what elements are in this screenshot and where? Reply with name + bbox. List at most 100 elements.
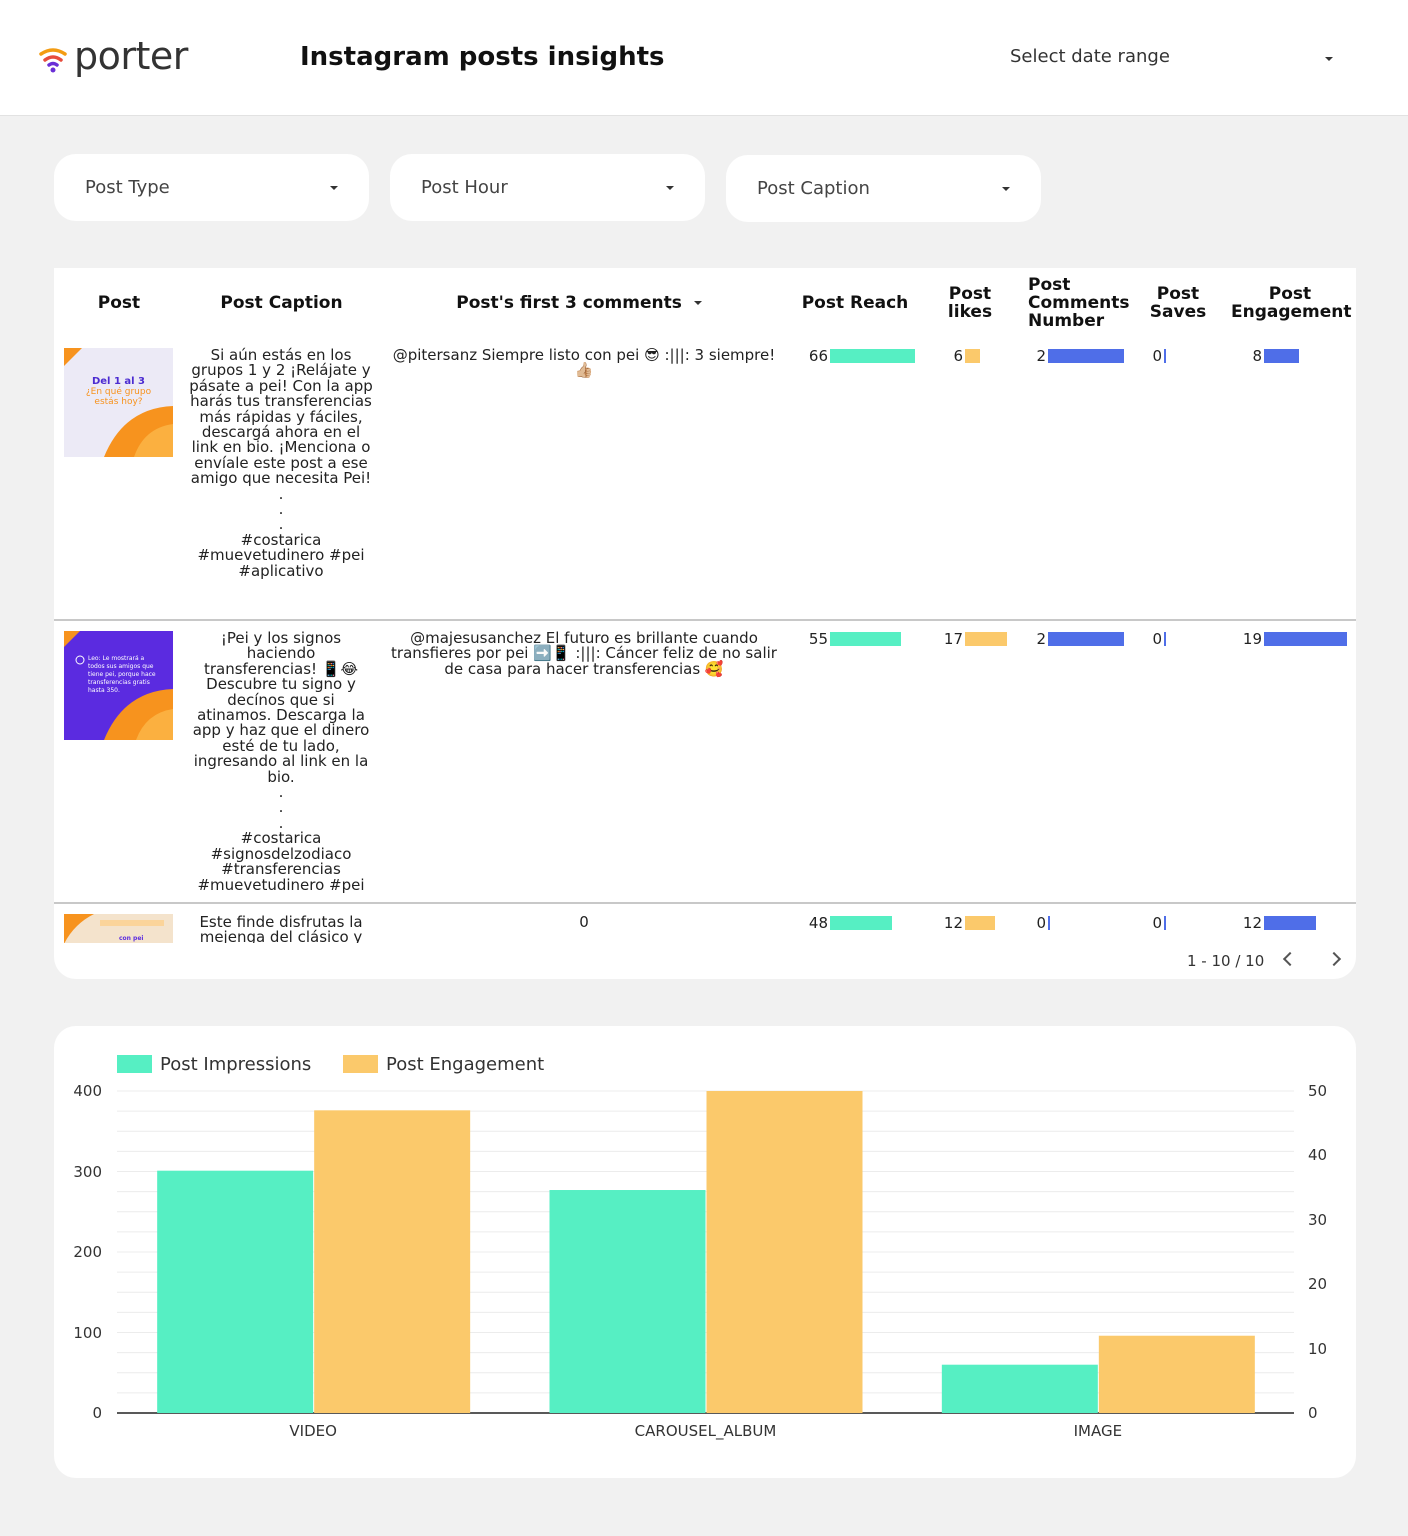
reach-bar [830,349,915,363]
metric-value: 0 [1152,347,1162,365]
metric-engagement: 8 [1214,348,1354,366]
metric-value: 12 [943,914,963,932]
likes-bar [965,632,1007,646]
post-comments: @pitersanz Siempre listo con pei 😎 :|||:… [392,346,776,380]
comments-number-bar [1048,349,1124,363]
column-header-engagement-line2: Engagement [1231,302,1352,322]
engagement-bar [1264,916,1317,930]
filter-post-type[interactable]: Post Type [54,154,369,221]
column-header-likes-line2: likes [947,302,993,322]
metric-comments-number: 0 [1014,915,1129,933]
metric-saves: 0 [1134,631,1214,649]
right-axis-tick-label: 40 [1308,1146,1328,1165]
thumbnail-text: con pei [119,935,144,942]
column-header-saves-line2: Saves [1149,302,1207,322]
column-header-post[interactable]: Post [97,293,141,313]
filter-label: Post Type [85,177,170,198]
left-axis-tick-label: 100 [73,1323,102,1342]
thumbnail-graphic [64,348,173,457]
likes-bar [965,916,995,930]
metric-value: 55 [808,630,828,648]
post-thumbnail[interactable]: Leo: Le mostrará a todos sus amigos que … [64,631,173,740]
filter-post-caption[interactable]: Post Caption [726,155,1041,222]
filter-label: Post Caption [757,178,870,199]
metric-value: 8 [1252,347,1262,365]
pagination-label: 1 - 10 / 10 [1187,952,1265,970]
category-label: IMAGE [1073,1422,1123,1440]
post-thumbnail[interactable]: Del 1 al 3 ¿En qué grupo estás hoy? [64,348,173,457]
date-range-select[interactable]: Select date range [1010,46,1340,74]
post-caption: Si aún estás en los grupos 1 y 2 ¡Relája… [189,346,373,580]
metric-likes: 17 [934,631,1024,649]
impressions-bar-image [941,1364,1098,1413]
metric-value: 17 [943,630,963,648]
legend-swatch [117,1055,152,1073]
metric-value: 0 [1152,630,1162,648]
filter-post-hour[interactable]: Post Hour [390,154,705,221]
chevron-left-icon[interactable] [1282,951,1298,967]
table-row[interactable]: Del 1 al 3 ¿En qué grupo estás hoy? Si a… [54,338,1356,621]
saves-bar [1164,916,1166,930]
legend-item-engagement[interactable]: Post Engagement [343,1053,545,1075]
right-axis-tick-label: 50 [1308,1082,1328,1100]
metric-engagement: 12 [1214,915,1354,933]
metric-likes: 12 [934,915,1024,933]
column-header-saves-line1: Post [1156,284,1200,304]
table-row[interactable]: con pei Este finde disfrutas la mejenga … [54,904,1356,943]
column-header-reach[interactable]: Post Reach [801,293,909,313]
category-label: VIDEO [289,1422,337,1440]
column-header-comments-label: Post's first 3 comments [456,293,682,313]
saves-bar [1164,349,1166,363]
metric-engagement: 19 [1214,631,1354,649]
metric-value: 0 [1152,914,1162,932]
column-header-engagement-line1: Post [1268,284,1312,304]
chevron-down-icon [1325,57,1333,61]
sort-desc-icon [693,301,702,305]
column-header-engagement[interactable]: Post Engagement [1231,284,1352,322]
legend-item-impressions[interactable]: Post Impressions [117,1054,311,1075]
legend-swatch [343,1055,378,1073]
post-comments: 0 [579,913,589,931]
thumbnail-title: Del 1 al 3 [91,376,146,387]
chevron-right-icon[interactable] [1326,951,1342,967]
impressions-engagement-chart: Post Impressions Post Engagement 0 100 200… [54,1026,1356,1478]
logo-text: porter [74,34,188,78]
column-header-saves[interactable]: Post Saves [1138,285,1218,321]
wifi-logo-icon [39,48,67,73]
post-thumbnail[interactable]: con pei [64,914,173,943]
engagement-bar-image [1098,1335,1255,1413]
table-rows[interactable]: Del 1 al 3 ¿En qué grupo estás hoy? Si a… [54,338,1356,943]
porter-logo[interactable]: porter [38,34,188,84]
thumbnail-subtitle: ¿En qué grupo estás hoy? [85,387,152,407]
metric-comments-number: 2 [1014,631,1129,649]
header: porter Instagram posts insights Select d… [0,0,1408,116]
metric-value: 12 [1242,914,1262,932]
thumbnail-graphic [64,631,173,740]
metric-value: 48 [808,914,828,932]
column-header-comments[interactable]: Post's first 3 comments [454,294,704,312]
legend-label: Post Engagement [386,1053,545,1075]
column-header-comments-number[interactable]: Post Comments Number [1028,276,1138,330]
reach-bar [830,916,892,930]
chevron-down-icon [330,186,338,190]
thumbnail-text: Leo: Le mostrará a todos sus amigos que … [88,655,156,694]
column-header-comments-number-line1: Post [1028,275,1071,295]
filter-label: Post Hour [421,177,508,198]
left-axis-tick-label: 400 [73,1082,102,1100]
column-header-likes-line1: Post [948,284,992,304]
category-label: CAROUSEL_ALBUM [634,1422,777,1440]
metric-value: 2 [1036,347,1046,365]
metric-reach: 48 [794,915,934,933]
page-title: Instagram posts insights [300,42,665,72]
metric-value: 19 [1242,630,1262,648]
saves-bar [1164,632,1166,646]
table-row[interactable]: Leo: Le mostrará a todos sus amigos que … [54,621,1356,904]
reach-bar [830,632,901,646]
metric-value: 0 [1036,914,1046,932]
column-header-caption[interactable]: Post Caption [220,293,343,313]
engagement-bar-video [314,1110,471,1413]
column-header-likes[interactable]: Post likes [930,285,1010,321]
post-comments: @majesusanchez El futuro es brillante cu… [391,629,777,678]
metric-value: 66 [808,347,828,365]
chevron-down-icon [666,186,674,190]
